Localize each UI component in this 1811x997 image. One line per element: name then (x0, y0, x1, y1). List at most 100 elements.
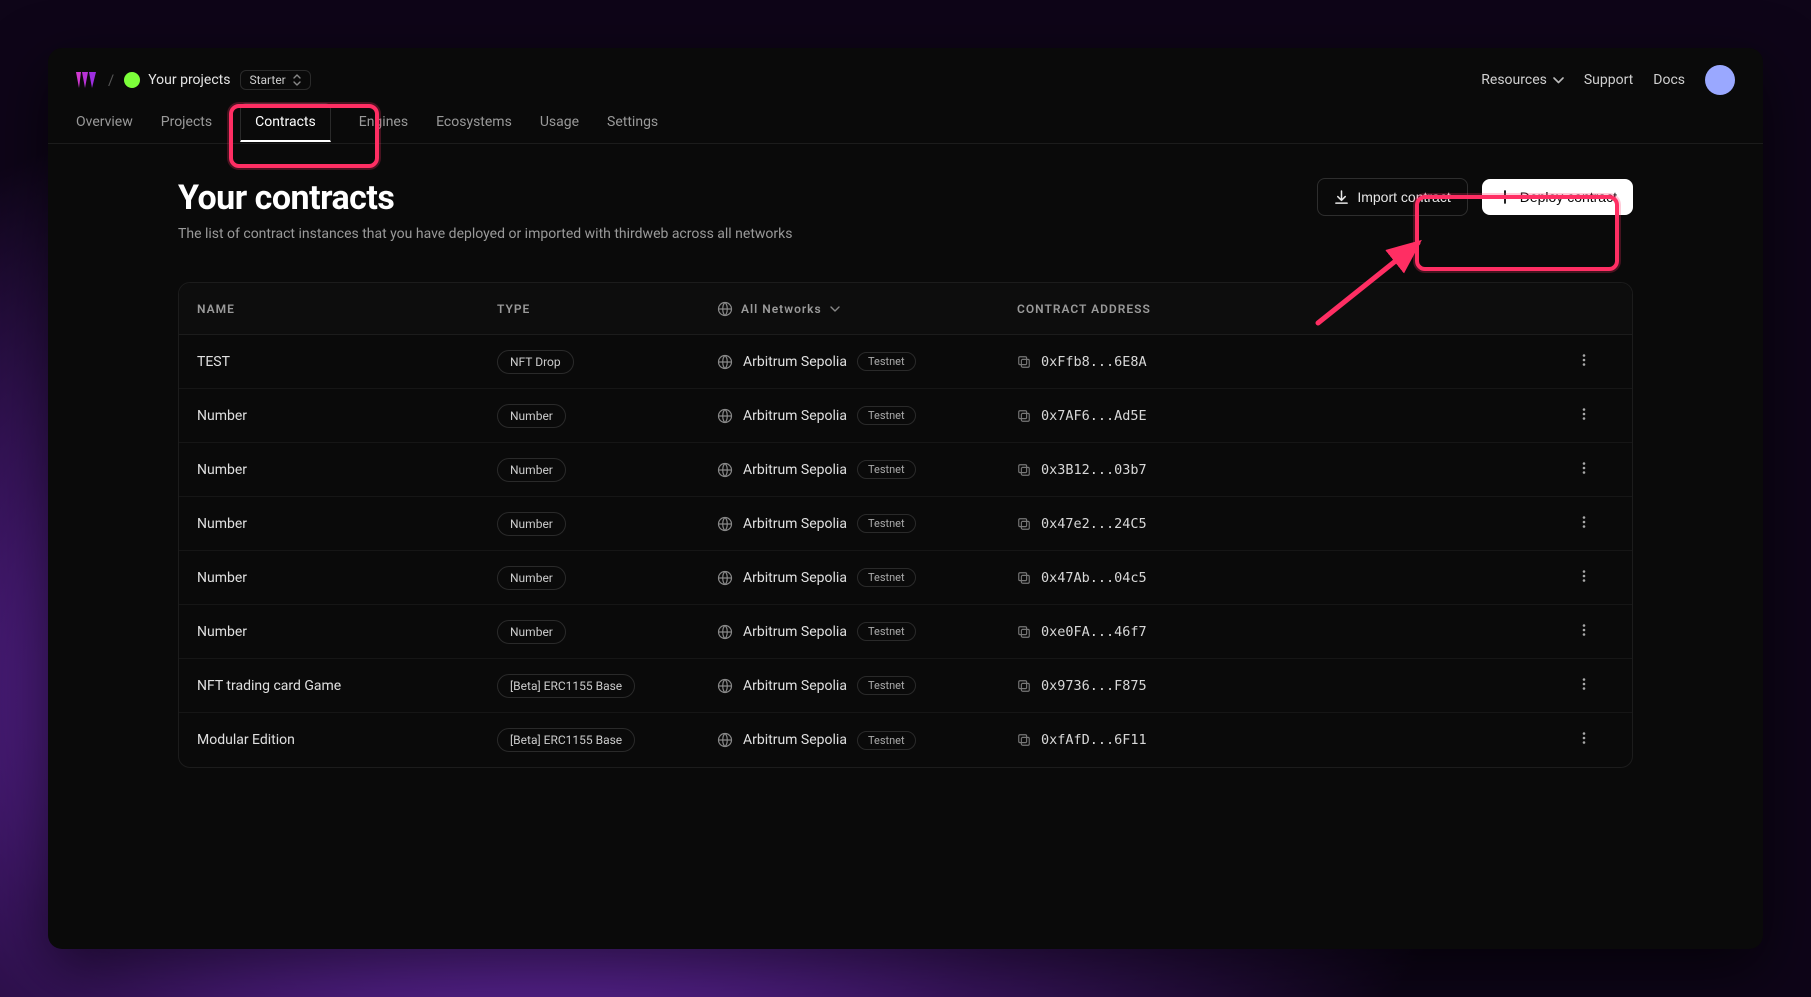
copy-icon[interactable] (1017, 679, 1031, 693)
globe-icon (717, 570, 733, 586)
testnet-badge: Testnet (857, 622, 916, 641)
cell-network: Arbitrum SepoliaTestnet (717, 460, 1017, 479)
testnet-badge: Testnet (857, 731, 916, 750)
cell-address[interactable]: 0x7AF6...Ad5E (1017, 408, 1554, 424)
row-more-menu[interactable] (1554, 677, 1614, 695)
cell-name: Number (197, 516, 497, 532)
table-row[interactable]: NumberNumberArbitrum SepoliaTestnet0x3B1… (179, 443, 1632, 497)
globe-icon (717, 732, 733, 748)
tab-overview[interactable]: Overview (76, 102, 133, 142)
copy-icon[interactable] (1017, 733, 1031, 747)
import-contract-label: Import contract (1357, 189, 1450, 205)
resources-label: Resources (1481, 72, 1547, 88)
row-more-menu[interactable] (1554, 461, 1614, 479)
globe-icon (717, 301, 733, 317)
row-more-menu[interactable] (1554, 515, 1614, 533)
cell-address[interactable]: 0x47e2...24C5 (1017, 516, 1554, 532)
copy-icon[interactable] (1017, 517, 1031, 531)
cell-address[interactable]: 0xFfb8...6E8A (1017, 354, 1554, 370)
project-color-dot (124, 72, 140, 88)
globe-icon (717, 678, 733, 694)
avatar[interactable] (1705, 65, 1735, 95)
col-network-filter[interactable]: All Networks (717, 301, 1017, 317)
table-row[interactable]: NumberNumberArbitrum SepoliaTestnet0x47A… (179, 551, 1632, 605)
cell-network: Arbitrum SepoliaTestnet (717, 352, 1017, 371)
row-more-menu[interactable] (1554, 623, 1614, 641)
table-header: NAME TYPE All Networks CONTRACT ADDRESS (179, 283, 1632, 335)
cell-name: Number (197, 462, 497, 478)
resources-menu[interactable]: Resources (1481, 72, 1564, 88)
cell-type: [Beta] ERC1155 Base (497, 674, 717, 698)
col-network-label: All Networks (741, 302, 822, 316)
table-row[interactable]: NumberNumberArbitrum SepoliaTestnet0x7AF… (179, 389, 1632, 443)
tab-ecosystems[interactable]: Ecosystems (436, 102, 512, 142)
cell-address[interactable]: 0x47Ab...04c5 (1017, 570, 1554, 586)
testnet-badge: Testnet (857, 568, 916, 587)
page-title: Your contracts (178, 178, 792, 218)
row-more-menu[interactable] (1554, 407, 1614, 425)
tab-settings[interactable]: Settings (607, 102, 658, 142)
cell-network: Arbitrum SepoliaTestnet (717, 568, 1017, 587)
globe-icon (717, 624, 733, 640)
nav-tabs: Overview Projects Contracts Engines Ecosyste… (48, 100, 1763, 144)
cell-type: Number (497, 404, 717, 428)
testnet-badge: Testnet (857, 460, 916, 479)
project-name[interactable]: Your projects (148, 72, 230, 88)
col-name: NAME (197, 302, 497, 316)
table-row[interactable]: TESTNFT DropArbitrum SepoliaTestnet0xFfb… (179, 335, 1632, 389)
thirdweb-logo-icon[interactable] (76, 71, 98, 89)
import-contract-button[interactable]: Import contract (1317, 178, 1467, 216)
cell-type: [Beta] ERC1155 Base (497, 728, 717, 752)
cell-name: Modular Edition (197, 732, 497, 748)
cell-address[interactable]: 0xfAfD...6F11 (1017, 732, 1554, 748)
col-address: CONTRACT ADDRESS (1017, 302, 1554, 316)
copy-icon[interactable] (1017, 625, 1031, 639)
table-row[interactable]: NumberNumberArbitrum SepoliaTestnet0xe0F… (179, 605, 1632, 659)
cell-type: Number (497, 512, 717, 536)
tab-projects[interactable]: Projects (161, 102, 212, 142)
cell-name: NFT trading card Game (197, 678, 497, 694)
cell-address[interactable]: 0x9736...F875 (1017, 678, 1554, 694)
table-row[interactable]: Modular Edition[Beta] ERC1155 BaseArbitr… (179, 713, 1632, 767)
table-row[interactable]: NumberNumberArbitrum SepoliaTestnet0x47e… (179, 497, 1632, 551)
testnet-badge: Testnet (857, 676, 916, 695)
cell-address[interactable]: 0x3B12...03b7 (1017, 462, 1554, 478)
plan-badge[interactable]: Starter (240, 70, 310, 90)
copy-icon[interactable] (1017, 355, 1031, 369)
docs-link[interactable]: Docs (1653, 72, 1685, 88)
plan-badge-label: Starter (249, 73, 285, 87)
cell-name: Number (197, 408, 497, 424)
cell-network: Arbitrum SepoliaTestnet (717, 514, 1017, 533)
plus-icon (1498, 190, 1512, 204)
globe-icon (717, 462, 733, 478)
deploy-contract-label: Deploy contract (1520, 189, 1617, 205)
row-more-menu[interactable] (1554, 569, 1614, 587)
cell-network: Arbitrum SepoliaTestnet (717, 676, 1017, 695)
globe-icon (717, 516, 733, 532)
table-row[interactable]: NFT trading card Game[Beta] ERC1155 Base… (179, 659, 1632, 713)
globe-icon (717, 354, 733, 370)
deploy-contract-button[interactable]: Deploy contract (1482, 179, 1633, 215)
chevron-down-icon (830, 306, 840, 312)
cell-type: Number (497, 458, 717, 482)
copy-icon[interactable] (1017, 571, 1031, 585)
page-content: Your contracts The list of contract inst… (48, 144, 1763, 768)
cell-address[interactable]: 0xe0FA...46f7 (1017, 624, 1554, 640)
globe-icon (717, 408, 733, 424)
breadcrumb-separator: / (108, 71, 114, 89)
row-more-menu[interactable] (1554, 353, 1614, 371)
download-icon (1334, 190, 1349, 205)
chevron-updown-icon (292, 74, 302, 86)
tab-usage[interactable]: Usage (540, 102, 579, 142)
tab-contracts[interactable]: Contracts (240, 103, 331, 142)
tab-engines[interactable]: Engines (359, 102, 408, 142)
copy-icon[interactable] (1017, 409, 1031, 423)
cell-network: Arbitrum SepoliaTestnet (717, 622, 1017, 641)
support-link[interactable]: Support (1584, 72, 1633, 88)
cell-type: Number (497, 566, 717, 590)
row-more-menu[interactable] (1554, 731, 1614, 749)
copy-icon[interactable] (1017, 463, 1031, 477)
cell-type: Number (497, 620, 717, 644)
app-window: / Your projects Starter Resources Suppor… (48, 48, 1763, 949)
chevron-down-icon (1553, 77, 1564, 84)
